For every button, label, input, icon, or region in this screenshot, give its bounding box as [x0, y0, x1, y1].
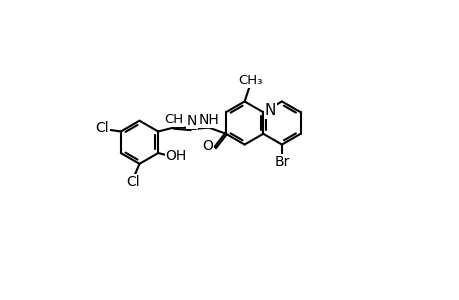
Text: CH₃: CH₃: [238, 74, 263, 87]
Text: Cl: Cl: [95, 122, 109, 135]
Text: CH: CH: [164, 113, 183, 126]
Text: Cl: Cl: [126, 175, 140, 188]
Text: N: N: [186, 115, 197, 128]
Text: N: N: [264, 103, 275, 118]
Text: OH: OH: [165, 149, 186, 163]
Text: NH: NH: [198, 113, 219, 127]
Text: O: O: [202, 139, 213, 153]
Text: Br: Br: [274, 154, 289, 169]
